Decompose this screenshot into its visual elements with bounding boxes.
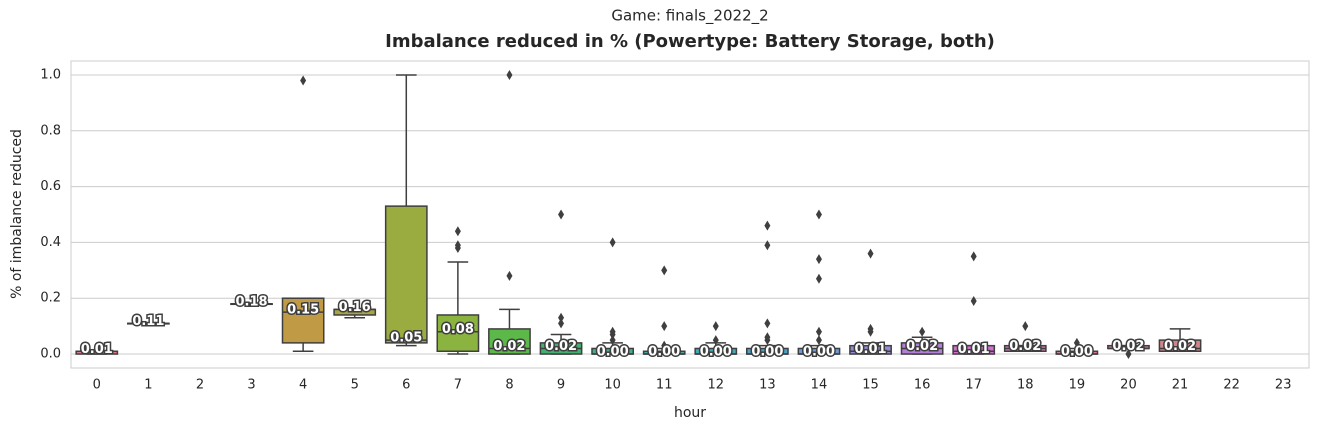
- median-label: 0.18: [236, 294, 268, 309]
- x-tick-label: 7: [454, 378, 462, 393]
- outlier: [609, 335, 616, 346]
- median-label: 0.02: [906, 339, 938, 354]
- outlier: [661, 340, 668, 351]
- x-tick-label: 18: [1017, 378, 1034, 393]
- chart-suptitle: Game: finals_2022_2: [611, 7, 768, 26]
- median-label: 0.00: [751, 345, 783, 360]
- box: [1158, 339, 1202, 353]
- box: [436, 314, 480, 353]
- outlier: [558, 209, 565, 220]
- y-tick-label: 0.0: [40, 347, 61, 362]
- median-label: 0.00: [803, 345, 835, 360]
- x-tick-label: 16: [914, 378, 931, 393]
- median-label: 0.02: [1009, 339, 1041, 354]
- outlier: [815, 273, 822, 284]
- outlier: [712, 321, 719, 332]
- x-tick-label: 1: [144, 378, 152, 393]
- outlier: [1022, 321, 1029, 332]
- outlier: [609, 237, 616, 248]
- x-tick-label: 14: [811, 378, 828, 393]
- box: [281, 297, 325, 344]
- median-label: 0.00: [597, 345, 629, 360]
- median-label: 0.01: [81, 342, 113, 357]
- y-tick-label: 0.8: [40, 123, 61, 138]
- median-label: 0.02: [1164, 339, 1196, 354]
- outlier: [661, 321, 668, 332]
- outlier: [454, 240, 461, 251]
- outlier: [764, 332, 771, 343]
- outlier: [815, 335, 822, 346]
- x-tick-label: 22: [1223, 378, 1240, 393]
- median-label: 0.01: [855, 342, 887, 357]
- outlier: [764, 318, 771, 329]
- plot-frame: [70, 60, 1310, 369]
- x-tick-label: 17: [965, 378, 982, 393]
- outlier: [506, 69, 513, 80]
- y-tick-label: 0.4: [40, 235, 61, 250]
- outlier: [712, 335, 719, 346]
- median-label: 0.16: [339, 300, 371, 315]
- x-tick-label: 2: [196, 378, 204, 393]
- median-label: 0.11: [132, 314, 164, 329]
- box: [849, 344, 892, 355]
- x-tick-label: 12: [708, 378, 725, 393]
- median-label: 0.00: [648, 345, 680, 360]
- x-tick-label: 21: [1172, 378, 1189, 393]
- outlier: [506, 270, 513, 281]
- x-tick-label: 23: [1275, 378, 1292, 393]
- outlier: [815, 254, 822, 265]
- box: [384, 205, 428, 344]
- x-tick-label: 6: [402, 378, 410, 393]
- outlier: [867, 323, 874, 334]
- y-tick-label: 0.2: [40, 291, 61, 306]
- outlier: [815, 209, 822, 220]
- outlier: [815, 326, 822, 337]
- outlier: [454, 226, 461, 237]
- median-label: 0.00: [1061, 345, 1093, 360]
- outlier: [1073, 337, 1080, 348]
- x-tick-label: 11: [656, 378, 673, 393]
- x-tick-label: 0: [93, 378, 101, 393]
- x-tick-label: 9: [557, 378, 565, 393]
- median-label: 0.02: [1112, 339, 1144, 354]
- y-tick-label: 1.0: [40, 67, 61, 82]
- x-tick-label: 15: [862, 378, 879, 393]
- y-axis-title: % of imbalance reduced: [9, 129, 25, 299]
- median-label: 0.08: [442, 322, 474, 337]
- outlier: [558, 312, 565, 323]
- x-tick-label: 3: [247, 378, 255, 393]
- outlier: [764, 240, 771, 251]
- x-tick-label: 13: [759, 378, 776, 393]
- outlier: [558, 318, 565, 329]
- outlier: [919, 326, 926, 337]
- median-label: 0.02: [545, 339, 577, 354]
- y-tick-label: 0.6: [40, 179, 61, 194]
- x-tick-label: 19: [1069, 378, 1086, 393]
- median-label: 0.01: [958, 342, 990, 357]
- outlier: [867, 248, 874, 259]
- median-label: 0.05: [390, 331, 422, 346]
- outlier: [300, 75, 307, 86]
- box: [488, 328, 531, 355]
- x-tick-label: 4: [299, 378, 307, 393]
- x-axis-title: hour: [674, 405, 706, 421]
- chart-title: Imbalance reduced in % (Powertype: Batte…: [385, 31, 995, 52]
- outlier: [970, 251, 977, 262]
- median-label: 0.02: [493, 339, 525, 354]
- box: [952, 344, 996, 355]
- x-tick-label: 5: [351, 378, 359, 393]
- outlier: [609, 326, 616, 337]
- outlier: [764, 220, 771, 231]
- outlier: [661, 265, 668, 276]
- x-tick-label: 10: [604, 378, 621, 393]
- median-label: 0.15: [287, 303, 319, 318]
- outlier: [970, 296, 977, 307]
- x-tick-label: 20: [1120, 378, 1137, 393]
- outlier: [1125, 349, 1132, 360]
- median-label: 0.00: [700, 345, 732, 360]
- x-tick-label: 8: [505, 378, 513, 393]
